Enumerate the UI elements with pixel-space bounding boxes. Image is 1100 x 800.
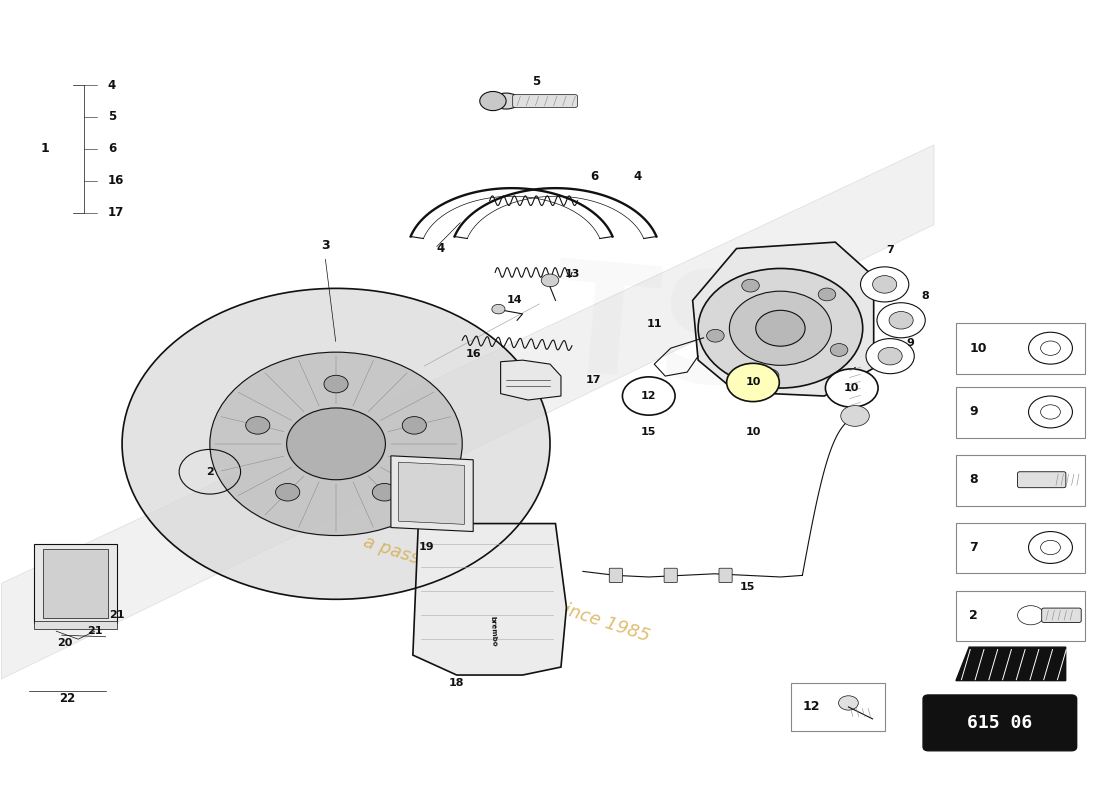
Text: 17: 17 — [586, 375, 602, 385]
Circle shape — [372, 483, 396, 501]
Circle shape — [741, 279, 759, 292]
FancyBboxPatch shape — [923, 695, 1077, 750]
Text: 16: 16 — [465, 349, 481, 358]
Text: 6: 6 — [108, 142, 117, 155]
Text: 12: 12 — [641, 391, 657, 401]
Text: 22: 22 — [59, 693, 75, 706]
Polygon shape — [956, 647, 1066, 681]
FancyBboxPatch shape — [513, 94, 578, 107]
Polygon shape — [412, 523, 566, 675]
Text: 3: 3 — [321, 238, 329, 252]
FancyBboxPatch shape — [956, 323, 1086, 374]
Circle shape — [698, 269, 862, 388]
Polygon shape — [34, 543, 117, 623]
Text: TS: TS — [547, 253, 773, 420]
Circle shape — [276, 483, 299, 501]
FancyBboxPatch shape — [609, 568, 623, 582]
Text: 8: 8 — [969, 474, 978, 486]
Circle shape — [818, 288, 836, 301]
Circle shape — [706, 330, 724, 342]
Polygon shape — [500, 360, 561, 400]
Text: r parts since 1985: r parts since 1985 — [492, 578, 652, 645]
Text: 2: 2 — [206, 466, 213, 477]
Text: 9: 9 — [906, 338, 914, 347]
Text: 11: 11 — [647, 319, 662, 330]
Circle shape — [877, 302, 925, 338]
Text: 2: 2 — [969, 609, 978, 622]
Polygon shape — [1, 145, 934, 679]
Text: 10: 10 — [746, 378, 761, 387]
Text: 4: 4 — [437, 242, 444, 255]
Circle shape — [860, 267, 909, 302]
Text: 9: 9 — [969, 406, 978, 418]
Text: 7: 7 — [887, 245, 894, 255]
Text: 10: 10 — [746, 427, 761, 437]
FancyBboxPatch shape — [1042, 608, 1081, 622]
Text: 5: 5 — [108, 110, 117, 123]
Text: 1: 1 — [41, 142, 50, 155]
Polygon shape — [693, 242, 873, 396]
FancyBboxPatch shape — [956, 387, 1086, 438]
Circle shape — [830, 343, 848, 356]
Text: a passion for: a passion for — [361, 533, 476, 586]
Circle shape — [761, 369, 779, 382]
FancyBboxPatch shape — [956, 590, 1086, 641]
Circle shape — [727, 363, 779, 402]
Circle shape — [729, 291, 832, 366]
Text: 17: 17 — [108, 206, 124, 219]
Text: 8: 8 — [922, 291, 930, 302]
Circle shape — [623, 377, 675, 415]
FancyBboxPatch shape — [956, 455, 1086, 506]
Text: 4: 4 — [634, 170, 642, 183]
Circle shape — [889, 311, 913, 329]
Circle shape — [403, 417, 427, 434]
FancyBboxPatch shape — [956, 523, 1086, 574]
Polygon shape — [287, 408, 385, 480]
FancyBboxPatch shape — [664, 568, 678, 582]
Circle shape — [245, 417, 270, 434]
Text: 4: 4 — [108, 78, 117, 91]
Text: 15: 15 — [641, 427, 657, 437]
Polygon shape — [43, 549, 108, 618]
Circle shape — [492, 304, 505, 314]
Circle shape — [480, 91, 506, 110]
Ellipse shape — [493, 93, 520, 109]
Text: 10: 10 — [844, 383, 859, 393]
Polygon shape — [398, 462, 464, 524]
Circle shape — [756, 310, 805, 346]
Polygon shape — [390, 456, 473, 531]
Text: 12: 12 — [802, 701, 820, 714]
Text: 18: 18 — [449, 678, 464, 688]
Text: 615 06: 615 06 — [967, 714, 1033, 732]
Circle shape — [838, 696, 858, 710]
Text: 15: 15 — [740, 582, 756, 592]
Text: 14: 14 — [507, 295, 522, 306]
Circle shape — [840, 406, 869, 426]
FancyBboxPatch shape — [791, 683, 884, 731]
Polygon shape — [122, 288, 550, 599]
Text: 21: 21 — [87, 626, 102, 636]
Text: 5: 5 — [531, 74, 540, 88]
Text: 20: 20 — [57, 638, 73, 648]
FancyBboxPatch shape — [1018, 472, 1066, 488]
FancyBboxPatch shape — [719, 568, 733, 582]
FancyBboxPatch shape — [34, 621, 117, 629]
Text: 19: 19 — [418, 542, 433, 553]
Circle shape — [825, 369, 878, 407]
Circle shape — [541, 274, 559, 286]
Text: 21: 21 — [109, 610, 124, 620]
Text: 16: 16 — [108, 174, 124, 187]
Circle shape — [878, 347, 902, 365]
Circle shape — [324, 375, 348, 393]
Polygon shape — [210, 352, 462, 535]
Circle shape — [866, 338, 914, 374]
Circle shape — [872, 276, 896, 293]
Text: 13: 13 — [564, 269, 580, 279]
Text: 7: 7 — [969, 541, 978, 554]
Text: 6: 6 — [590, 170, 598, 183]
Text: brembo: brembo — [490, 616, 497, 646]
Text: 10: 10 — [969, 342, 987, 354]
